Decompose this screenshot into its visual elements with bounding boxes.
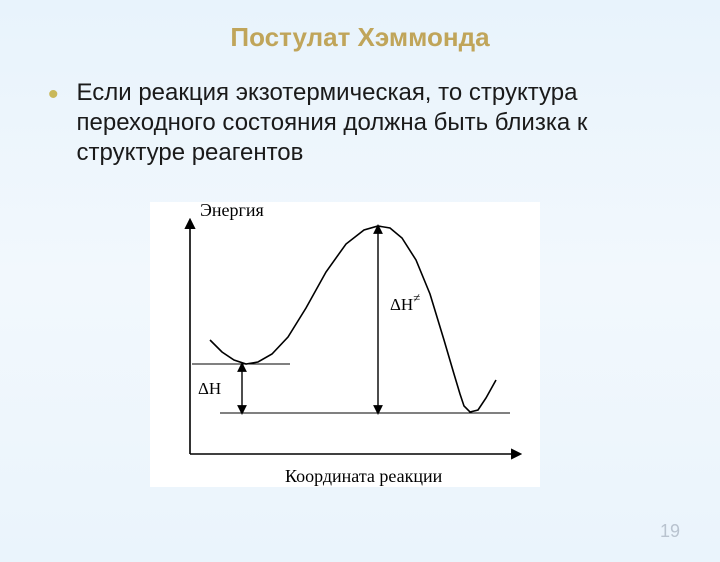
page-number-text: 19: [660, 521, 680, 541]
page-number: 19: [660, 521, 680, 542]
bullet-glyph: •: [48, 80, 59, 168]
bullet-block: • Если реакция экзотермическая, то струк…: [0, 78, 720, 168]
diagram-svg: ЭнергияКоордината реакцииΔHΔH≠: [150, 202, 570, 522]
svg-text:Энергия: Энергия: [200, 202, 264, 220]
title-text: Постулат Хэммонда: [230, 22, 489, 52]
body-text: Если реакция экзотермическая, то структу…: [77, 78, 680, 168]
svg-text:Координата реакции: Координата реакции: [285, 466, 443, 486]
slide-title: Постулат Хэммонда: [0, 22, 720, 53]
svg-text:ΔH: ΔH: [198, 379, 221, 398]
energy-diagram: ЭнергияКоордината реакцииΔHΔH≠: [150, 202, 570, 522]
